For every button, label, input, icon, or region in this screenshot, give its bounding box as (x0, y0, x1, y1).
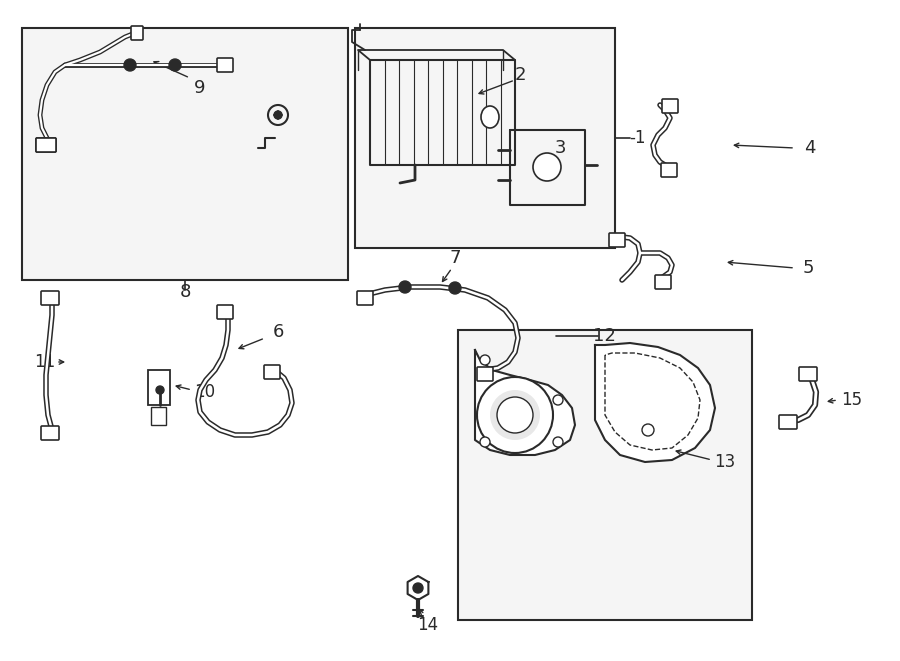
Circle shape (399, 281, 411, 293)
Text: -1: -1 (630, 129, 646, 147)
Bar (355, 28, 615, 248)
FancyBboxPatch shape (799, 367, 817, 381)
FancyBboxPatch shape (131, 26, 143, 40)
Text: 15: 15 (842, 391, 862, 409)
Polygon shape (408, 576, 428, 600)
Circle shape (553, 395, 563, 405)
Bar (458, 330, 752, 620)
Circle shape (124, 59, 136, 71)
Text: 2: 2 (514, 66, 526, 84)
Bar (148, 370, 170, 405)
Circle shape (480, 355, 490, 365)
Circle shape (480, 437, 490, 447)
Polygon shape (475, 350, 575, 455)
FancyBboxPatch shape (36, 138, 56, 152)
FancyBboxPatch shape (661, 163, 677, 177)
FancyBboxPatch shape (36, 138, 56, 152)
Text: 8: 8 (179, 283, 191, 301)
Circle shape (490, 390, 540, 440)
Circle shape (156, 386, 164, 394)
Text: 6: 6 (273, 323, 284, 341)
Text: 12: 12 (592, 327, 616, 345)
Ellipse shape (481, 106, 499, 128)
FancyBboxPatch shape (357, 291, 373, 305)
Text: 7: 7 (449, 249, 461, 267)
Text: 11: 11 (34, 353, 56, 371)
FancyBboxPatch shape (477, 367, 493, 381)
FancyBboxPatch shape (655, 275, 671, 289)
FancyBboxPatch shape (264, 365, 280, 379)
Text: 4: 4 (805, 139, 815, 157)
Circle shape (642, 424, 654, 436)
FancyBboxPatch shape (609, 233, 625, 247)
Text: 13: 13 (715, 453, 735, 471)
FancyBboxPatch shape (217, 58, 233, 72)
Circle shape (413, 583, 423, 593)
FancyBboxPatch shape (41, 426, 59, 440)
Circle shape (533, 153, 561, 181)
FancyBboxPatch shape (779, 415, 797, 429)
Text: 3: 3 (554, 139, 566, 157)
Circle shape (553, 437, 563, 447)
Text: 5: 5 (802, 259, 814, 277)
FancyBboxPatch shape (662, 99, 678, 113)
Text: 14: 14 (418, 616, 438, 634)
FancyBboxPatch shape (41, 291, 59, 305)
FancyBboxPatch shape (217, 305, 233, 319)
Circle shape (497, 397, 533, 433)
Bar (151, 407, 166, 425)
Circle shape (274, 111, 282, 119)
Polygon shape (595, 343, 715, 462)
Text: 9: 9 (194, 79, 206, 97)
Circle shape (169, 59, 181, 71)
Text: 10: 10 (194, 383, 216, 401)
Circle shape (477, 377, 553, 453)
Circle shape (449, 282, 461, 294)
Bar (22, 28, 348, 280)
